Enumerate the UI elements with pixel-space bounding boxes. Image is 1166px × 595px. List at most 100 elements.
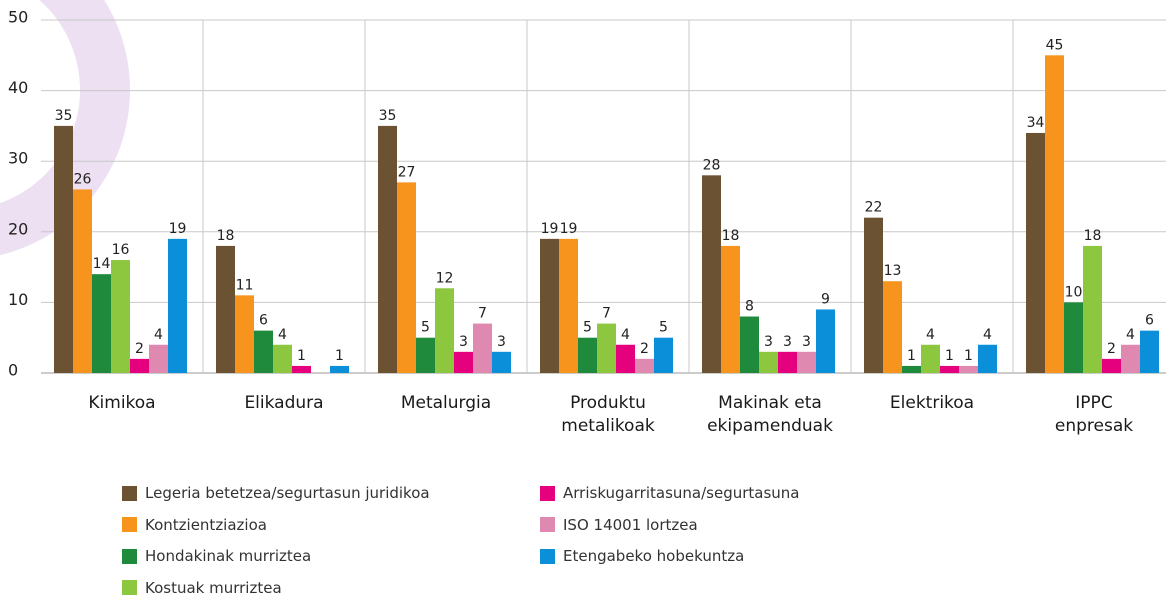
legend-item: Kontzientziazioa xyxy=(122,516,267,534)
legend-label: ISO 14001 lortzea xyxy=(563,515,698,534)
bar xyxy=(616,344,635,373)
value-label: 4 xyxy=(621,327,630,343)
legend-swatch xyxy=(122,548,137,564)
value-label: 4 xyxy=(983,327,992,343)
bar xyxy=(778,351,797,373)
value-label: 7 xyxy=(602,306,611,322)
bar xyxy=(940,365,959,373)
bar xyxy=(978,344,997,373)
value-label: 4 xyxy=(154,327,163,343)
legend-item: Arriskugarritasuna/segurtasuna xyxy=(540,484,799,502)
bar xyxy=(73,189,92,373)
bar xyxy=(378,125,397,374)
bar xyxy=(740,316,759,373)
legend-label: Hondakinak murriztea xyxy=(145,547,312,565)
bar xyxy=(416,337,435,373)
value-label: 4 xyxy=(926,327,935,343)
bar xyxy=(130,358,149,373)
value-label: 14 xyxy=(93,256,111,272)
bar xyxy=(797,351,816,373)
value-label: 5 xyxy=(421,320,430,336)
value-label: 18 xyxy=(1084,228,1102,244)
value-label: 10 xyxy=(1065,284,1083,300)
legend-swatch xyxy=(540,485,555,501)
x-tick-label: Elektrikoa xyxy=(889,393,975,413)
y-tick-label: 20 xyxy=(8,219,28,238)
value-label: 1 xyxy=(297,348,306,364)
bar xyxy=(921,344,940,373)
value-label: 28 xyxy=(703,157,721,173)
legend-item: Legeria betetzea/segurtasun juridikoa xyxy=(122,484,430,502)
bar xyxy=(1102,358,1121,373)
legend-label: Arriskugarritasuna/segurtasuna xyxy=(563,484,800,502)
bar xyxy=(397,182,416,373)
legend-item: Etengabeko hobekuntza xyxy=(540,547,744,565)
legend-swatch xyxy=(122,485,137,501)
value-label: 5 xyxy=(583,320,592,336)
value-label: 22 xyxy=(865,200,883,216)
value-label: 3 xyxy=(459,334,468,350)
x-tick-label: Makinak eta ekipamenduak xyxy=(707,393,833,436)
value-label: 19 xyxy=(560,221,578,237)
bar xyxy=(292,365,311,373)
y-tick-label: 50 xyxy=(8,8,28,27)
bar xyxy=(1121,344,1140,373)
bar xyxy=(54,125,73,374)
bar xyxy=(492,351,511,373)
bar xyxy=(235,295,254,373)
value-label: 2 xyxy=(135,341,144,357)
value-label: 3 xyxy=(497,334,506,350)
value-label: 35 xyxy=(55,108,73,124)
y-tick-label: 0 xyxy=(8,361,18,380)
bar xyxy=(216,245,235,373)
bar xyxy=(759,351,778,373)
bar xyxy=(635,358,654,373)
legend-item: ISO 14001 lortzea xyxy=(540,516,698,534)
value-label: 27 xyxy=(398,164,416,180)
bar xyxy=(168,238,187,373)
bar xyxy=(540,238,559,373)
value-label: 26 xyxy=(74,171,92,187)
bar xyxy=(816,309,835,373)
value-label: 7 xyxy=(478,306,487,322)
value-label: 34 xyxy=(1027,115,1045,131)
value-label: 1 xyxy=(335,348,344,364)
value-label: 45 xyxy=(1046,37,1064,53)
value-label: 16 xyxy=(112,242,130,258)
y-tick-label: 40 xyxy=(8,78,28,97)
bar xyxy=(559,238,578,373)
bar xyxy=(1140,330,1159,373)
value-label: 1 xyxy=(964,348,973,364)
x-tick-label: Metalurgia xyxy=(400,393,492,413)
value-label: 4 xyxy=(1126,327,1135,343)
value-label: 1 xyxy=(945,348,954,364)
legend-swatch xyxy=(122,517,137,532)
value-label: 4 xyxy=(278,327,287,343)
bar xyxy=(959,365,978,373)
legend-label: Kontzientziazioa xyxy=(145,515,267,534)
bar xyxy=(578,337,597,373)
bar xyxy=(454,351,473,373)
value-label: 19 xyxy=(541,221,559,237)
value-label: 6 xyxy=(1145,313,1154,329)
bar xyxy=(1026,132,1045,373)
value-label: 19 xyxy=(169,221,187,237)
value-label: 35 xyxy=(379,108,397,124)
value-label: 3 xyxy=(802,334,811,350)
legend-swatch xyxy=(540,548,555,564)
bar xyxy=(864,217,883,373)
bar xyxy=(902,365,921,373)
x-tick-label: Kimikoa xyxy=(88,393,156,413)
bar xyxy=(92,274,111,373)
value-label: 9 xyxy=(821,291,830,307)
value-label: 3 xyxy=(764,334,773,350)
bar xyxy=(597,323,616,373)
x-tick-label: Produktu metalikoak xyxy=(561,393,655,436)
bar xyxy=(254,330,273,373)
value-label: 5 xyxy=(659,320,668,336)
bar xyxy=(273,344,292,373)
legend-swatch xyxy=(122,580,137,595)
y-tick-label: 10 xyxy=(8,290,28,309)
